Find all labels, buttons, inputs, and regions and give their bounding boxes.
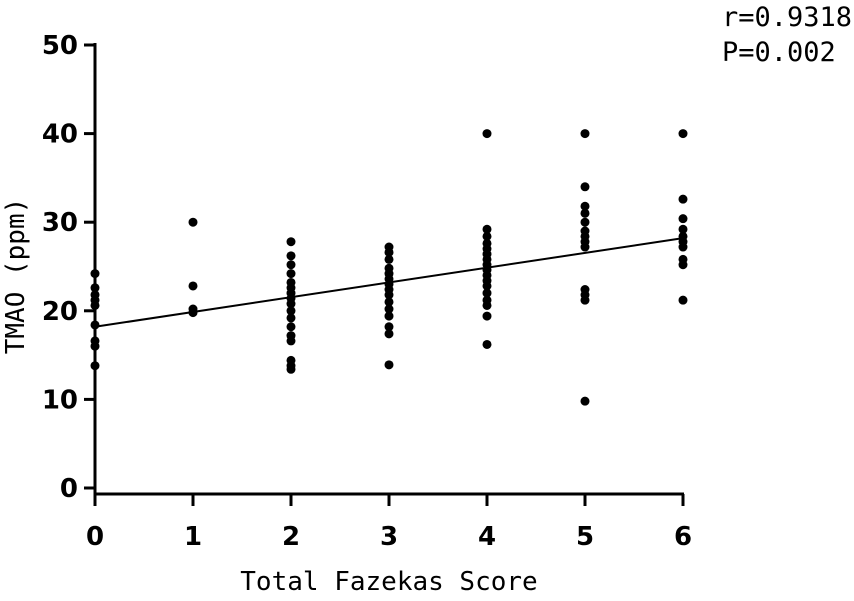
data-point (678, 129, 688, 139)
data-point (678, 194, 688, 204)
y-tick-label: 40 (42, 120, 78, 150)
data-point (482, 288, 492, 298)
data-point (678, 242, 688, 252)
x-tick-label: 4 (478, 522, 496, 552)
data-point (384, 311, 394, 321)
data-point (384, 297, 394, 307)
data-point (286, 237, 296, 247)
x-tick-label: 2 (282, 522, 300, 552)
correlation-r-label: r=0.9318 (722, 2, 852, 33)
data-point (286, 322, 296, 332)
data-point (678, 295, 688, 305)
x-axis-ticks: 0 1 2 3 4 5 6 (86, 494, 692, 552)
data-point (482, 311, 492, 321)
data-point (188, 217, 198, 227)
data-point (286, 364, 296, 374)
data-point (188, 281, 198, 291)
data-point (580, 182, 590, 192)
data-point (384, 360, 394, 370)
data-point (580, 295, 590, 305)
data-point (678, 214, 688, 224)
x-axis-title: Total Fazekas Score (240, 567, 537, 596)
data-point (90, 320, 100, 330)
data-point (384, 329, 394, 339)
y-tick-label: 50 (42, 31, 78, 61)
data-point (384, 254, 394, 264)
y-tick-label: 30 (42, 208, 78, 238)
y-axis-ticks: 0 10 20 30 40 50 (42, 31, 95, 504)
data-point (678, 260, 688, 270)
y-tick-label: 10 (42, 385, 78, 415)
y-axis-title: TMAO (ppm) (1, 198, 31, 355)
data-point (90, 361, 100, 371)
data-point (580, 396, 590, 406)
data-point (286, 336, 296, 346)
y-tick-label: 20 (42, 297, 78, 327)
data-point (580, 201, 590, 211)
data-point (384, 304, 394, 314)
data-point (286, 313, 296, 323)
data-point (580, 217, 590, 227)
x-tick-label: 0 (86, 522, 104, 552)
data-point (482, 300, 492, 310)
data-point (384, 290, 394, 300)
p-value-label: P=0.002 (722, 37, 836, 68)
data-point (482, 231, 492, 241)
data-point (580, 242, 590, 252)
data-point (580, 208, 590, 218)
data-point (580, 129, 590, 139)
data-point (286, 269, 296, 279)
data-points (90, 129, 688, 406)
data-point (286, 260, 296, 270)
data-point (90, 269, 100, 279)
data-point (482, 129, 492, 139)
data-point (286, 306, 296, 316)
data-point (286, 251, 296, 261)
regression-line (94, 237, 684, 328)
data-point (482, 224, 492, 234)
y-tick-label: 0 (60, 474, 78, 504)
x-tick-label: 5 (576, 522, 594, 552)
data-point (678, 224, 688, 234)
x-tick-label: 6 (674, 522, 692, 552)
data-point (482, 339, 492, 349)
data-point (90, 300, 100, 310)
data-point (384, 322, 394, 332)
x-tick-label: 3 (380, 522, 398, 552)
data-point (90, 341, 100, 351)
x-tick-label: 1 (184, 522, 202, 552)
data-point (90, 283, 100, 293)
data-point (286, 299, 296, 309)
data-point (482, 281, 492, 291)
data-point (384, 247, 394, 257)
